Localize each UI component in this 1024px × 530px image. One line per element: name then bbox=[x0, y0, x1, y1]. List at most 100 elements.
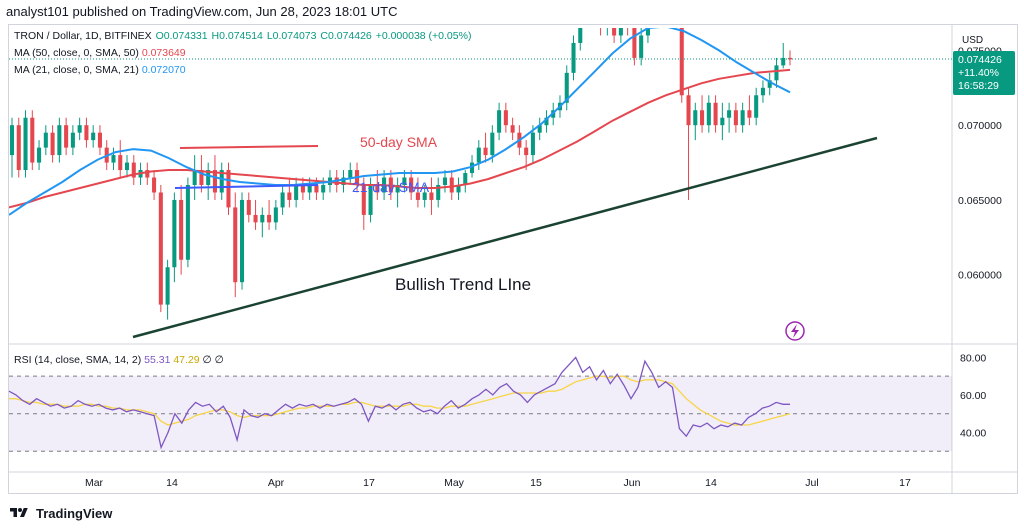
bullish-trend-line bbox=[132, 136, 878, 339]
candle-body bbox=[246, 199, 251, 215]
candle-body bbox=[409, 177, 414, 193]
candle-body bbox=[375, 185, 380, 193]
tradingview-logo-icon bbox=[10, 508, 28, 517]
candle-body bbox=[300, 185, 305, 193]
candle-body bbox=[219, 170, 224, 193]
candle-body bbox=[632, 28, 637, 58]
ma50-legend: MA (50, close, 0, SMA, 50) 0.073649 bbox=[14, 47, 186, 59]
candle-body bbox=[490, 132, 495, 156]
candle-body bbox=[693, 110, 698, 126]
candle-body bbox=[165, 267, 170, 305]
ma50-line bbox=[9, 68, 791, 209]
candle-body bbox=[260, 214, 265, 223]
candle-body bbox=[612, 28, 617, 36]
change-pct-label: +11.40% bbox=[958, 67, 999, 79]
last-price-badge bbox=[953, 51, 1015, 96]
change-value: +0.000038 (+0.05%) bbox=[375, 30, 472, 42]
currency-label: USD bbox=[962, 35, 983, 46]
last-price-label: 0.074426 bbox=[958, 54, 1002, 66]
candle-body bbox=[720, 117, 725, 126]
candle-body bbox=[497, 110, 502, 133]
candle-body bbox=[645, 28, 650, 36]
sma21-marker-line bbox=[174, 184, 319, 189]
candle-body bbox=[415, 192, 420, 200]
candle-body bbox=[287, 192, 292, 200]
sma50-annotation: 50-day SMA bbox=[360, 134, 438, 150]
time-tick-label: Apr bbox=[268, 477, 285, 489]
rsi-line bbox=[8, 356, 790, 450]
candle-body bbox=[700, 110, 705, 126]
candle-body bbox=[152, 177, 157, 193]
candle-body bbox=[158, 192, 163, 305]
candle-body bbox=[754, 95, 759, 118]
close-value: C0.074426 bbox=[320, 30, 372, 42]
candle-body bbox=[212, 170, 217, 193]
candle-body bbox=[436, 185, 441, 200]
candle-body bbox=[179, 199, 184, 260]
candle-body bbox=[253, 214, 258, 223]
time-tick-label: 17 bbox=[363, 477, 375, 489]
price-tick-label: 0.060000 bbox=[958, 270, 1002, 282]
candle-body bbox=[233, 207, 238, 283]
ma21-label: MA (21, close, 0, SMA, 21) bbox=[14, 64, 139, 76]
candle-body bbox=[659, 0, 663, 13]
candle-body bbox=[97, 132, 102, 148]
candle-body bbox=[348, 170, 353, 178]
candle-body bbox=[37, 147, 42, 163]
candle-body bbox=[226, 170, 231, 208]
candle-body bbox=[673, 6, 677, 13]
publish-header: analyst101 published on TradingView.com,… bbox=[6, 4, 398, 19]
ma21-line bbox=[9, 28, 791, 216]
candle-body bbox=[402, 177, 407, 185]
candle-body bbox=[273, 207, 278, 223]
candle-body bbox=[91, 132, 96, 141]
candle-body bbox=[767, 80, 772, 88]
candle-body bbox=[605, 6, 609, 28]
candle-body bbox=[598, 28, 603, 29]
candle-body bbox=[307, 185, 312, 193]
candle-body bbox=[503, 110, 508, 126]
candle-body bbox=[239, 199, 245, 283]
candle-body bbox=[727, 110, 732, 118]
candle-body bbox=[733, 110, 738, 126]
candle-body bbox=[199, 170, 204, 185]
high-value: H0.074514 bbox=[211, 30, 263, 42]
candle-body bbox=[118, 155, 123, 171]
low-value: L0.074073 bbox=[266, 30, 317, 42]
ma21-legend: MA (21, close, 0, SMA, 21) 0.072070 bbox=[14, 64, 186, 76]
candle-body bbox=[341, 177, 346, 185]
candle-body bbox=[666, 6, 670, 13]
candle-body bbox=[192, 170, 197, 185]
candle-body bbox=[483, 147, 488, 156]
candle-body bbox=[145, 170, 150, 178]
candle-body bbox=[9, 125, 15, 156]
time-tick-label: 14 bbox=[166, 477, 178, 489]
candle-body bbox=[429, 192, 434, 200]
rsi-tick-label: 40.00 bbox=[960, 427, 986, 439]
candle-body bbox=[23, 117, 28, 171]
candle-body bbox=[84, 125, 89, 141]
candle-body bbox=[747, 110, 752, 118]
candle-body bbox=[314, 185, 319, 193]
candle-body bbox=[16, 125, 21, 171]
candle-body bbox=[395, 185, 400, 193]
candle-body bbox=[639, 35, 644, 58]
candle-body bbox=[686, 95, 691, 126]
rsi-tick-label: 60.00 bbox=[960, 390, 986, 402]
candle-body bbox=[618, 28, 623, 36]
time-tick-label: Jul bbox=[805, 477, 818, 489]
candle-body bbox=[77, 125, 82, 133]
candle-body bbox=[50, 132, 55, 156]
visibility-icons[interactable]: ∅ ∅ bbox=[202, 354, 224, 366]
candle-body bbox=[124, 162, 130, 171]
time-tick-label: Mar bbox=[85, 477, 104, 489]
candle-body bbox=[442, 177, 448, 185]
time-tick-label: Jun bbox=[624, 477, 641, 489]
candle-body bbox=[368, 185, 373, 215]
candle-body bbox=[544, 117, 549, 126]
price-tick-label: 0.070000 bbox=[958, 120, 1002, 132]
candle-body bbox=[280, 192, 285, 208]
candle-body bbox=[449, 177, 454, 193]
time-tick-label: 14 bbox=[705, 477, 717, 489]
